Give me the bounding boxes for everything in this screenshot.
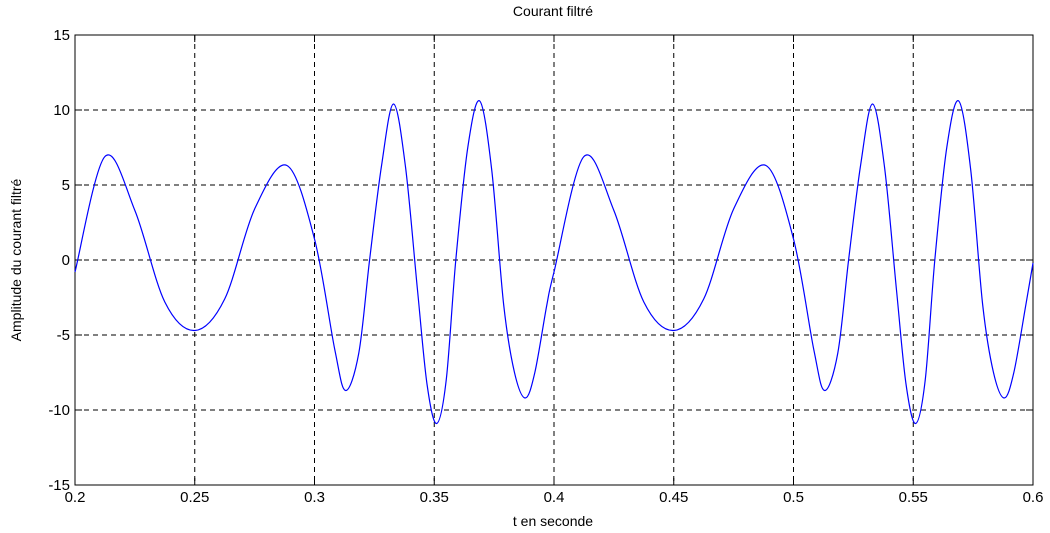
y-axis-title: Amplitude du courant filtré: [8, 178, 24, 341]
x-tick-label: 0.55: [899, 489, 928, 506]
x-tick-label: 0.6: [1023, 489, 1044, 506]
x-tick-label: 0.35: [420, 489, 449, 506]
x-tick-label: 0.3: [304, 489, 325, 506]
y-tick-label: 0: [62, 252, 70, 269]
y-tick-label: 10: [53, 102, 70, 119]
y-tick-label: -15: [48, 477, 70, 494]
x-axis-title: t en seconde: [513, 513, 593, 529]
grid-lines: [75, 35, 1033, 485]
y-tick-label: -5: [57, 327, 70, 344]
y-tick-label: 5: [62, 177, 70, 194]
chart-title: Courant filtré: [513, 3, 593, 19]
series-line: [74, 100, 1034, 425]
y-tick-label: -10: [48, 402, 70, 419]
x-tick-label: 0.45: [659, 489, 688, 506]
x-tick-label: 0.4: [544, 489, 565, 506]
x-tick-label: 0.25: [180, 489, 209, 506]
x-tick-label: 0.2: [65, 489, 86, 506]
axis-ticks: 0.2 0.25 0.3 0.35 0.4 0.45 0.5 0.55 0.6 15 10 5 0 -5 -…: [48, 27, 1043, 506]
x-tick-label: 0.5: [783, 489, 804, 506]
series-group: [74, 100, 1034, 425]
y-tick-label: 15: [53, 27, 70, 44]
